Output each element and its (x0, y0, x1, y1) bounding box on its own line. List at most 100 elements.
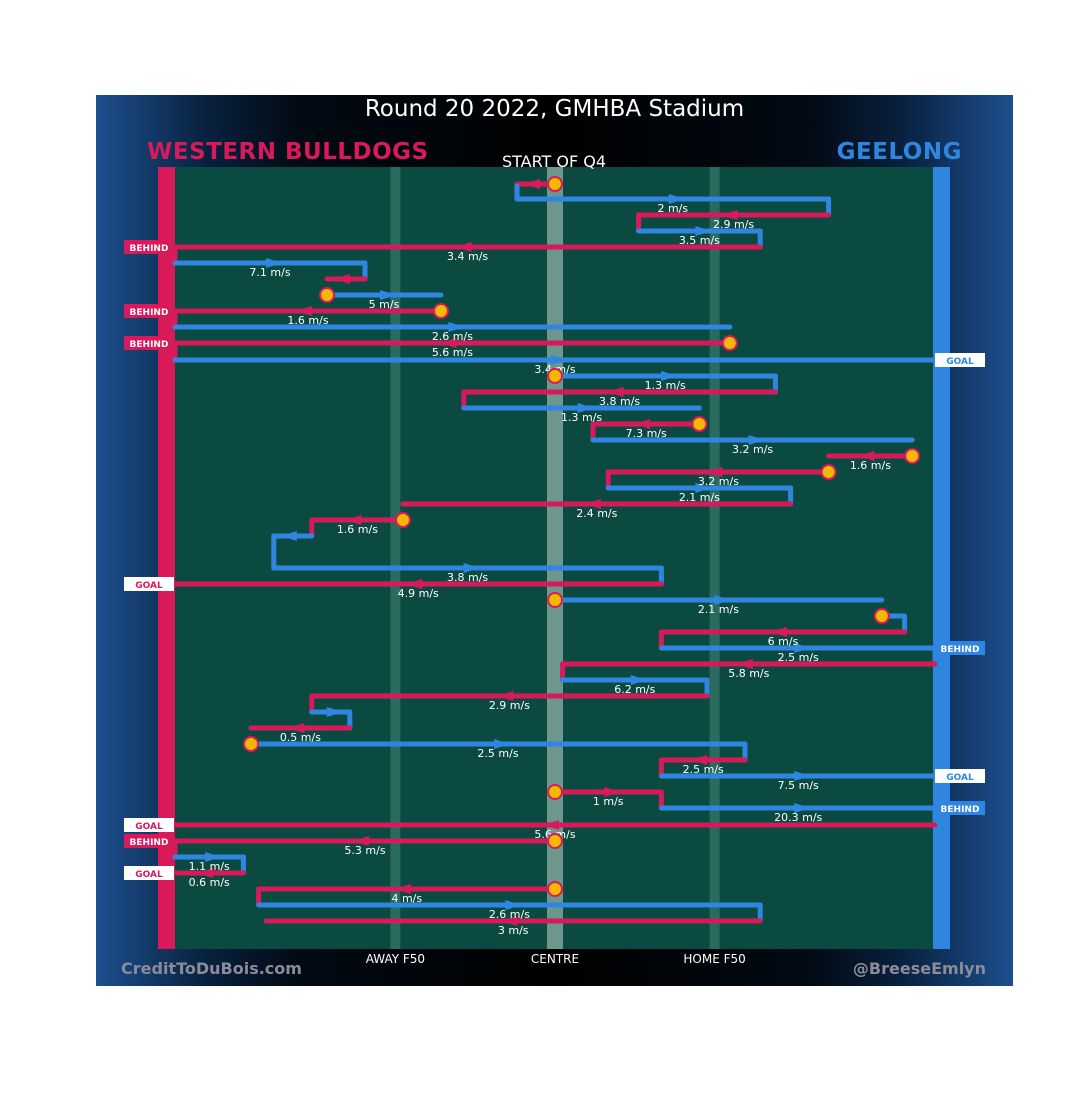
badge-text: BEHIND (130, 244, 169, 254)
chain-arrow (280, 531, 297, 541)
speed-label: 5.8 m/s (728, 667, 769, 680)
speed-label: 5.3 m/s (344, 844, 385, 857)
speed-label: 0.5 m/s (280, 731, 321, 744)
bulldogs-goal-line (158, 167, 175, 949)
field-line-f50 (390, 167, 401, 949)
outcome-badge-behind: BEHIND (124, 240, 174, 254)
chain-arrow (668, 194, 685, 204)
speed-label: 2.1 m/s (698, 603, 739, 616)
badge-text: BEHIND (130, 838, 169, 848)
chain-arrow (394, 884, 411, 894)
ball-icon (547, 784, 563, 800)
chain-arrow (543, 820, 559, 830)
speed-label: 5 m/s (369, 298, 400, 311)
credit-left: CreditToDuBois.com (121, 959, 302, 978)
chain-arrow (634, 419, 651, 429)
chain-arrow (406, 579, 423, 589)
chain-arrow (266, 258, 282, 268)
axis-tick-centre: CENTRE (530, 952, 580, 966)
geelong-goal-line (933, 167, 950, 949)
chain-arrow (296, 306, 312, 316)
badge-text: BEHIND (941, 805, 980, 815)
speed-label: 2 m/s (657, 202, 688, 215)
chain-arrow (494, 739, 510, 749)
outcome-badge-behind: BEHIND (124, 304, 174, 318)
chain-arrow (455, 242, 472, 252)
ball-icon (721, 335, 738, 351)
outcome-badge-goal: GOAL (124, 818, 174, 832)
speed-label: 2.5 m/s (778, 651, 819, 664)
speed-label: 3 m/s (498, 924, 529, 937)
axis-tick-home-f50: HOME F50 (683, 952, 746, 966)
credit-right: @BreeseEmlyn (852, 959, 986, 978)
ball-icon (904, 448, 921, 464)
chain-arrow (691, 755, 708, 765)
speed-label: 2.4 m/s (576, 507, 617, 520)
badge-bg (935, 641, 985, 655)
badge-text: GOAL (135, 822, 163, 832)
speed-label: 2.5 m/s (477, 747, 518, 760)
speed-label: 3.2 m/s (732, 443, 773, 456)
speed-label: 7.5 m/s (778, 779, 819, 792)
badge-text: GOAL (135, 581, 163, 591)
speed-label: 1 m/s (593, 795, 624, 808)
outcome-badge-goal: GOAL (124, 577, 174, 591)
speed-label: 1.3 m/s (645, 379, 686, 392)
speed-label: 6 m/s (768, 635, 799, 648)
speed-label: 2.6 m/s (489, 908, 530, 921)
chain-arrow (288, 723, 305, 733)
chain-arrow (551, 355, 567, 365)
chain-arrow (714, 595, 731, 605)
chain-arrow (736, 659, 753, 669)
chain-arrow (334, 274, 350, 284)
chain-arrow (524, 179, 540, 189)
chain-arrow (584, 499, 601, 509)
chain-arrow (748, 435, 765, 445)
speed-label: 3.5 m/s (679, 234, 720, 247)
team-right-label: GEELONG (836, 139, 962, 165)
chain-arrow (577, 403, 594, 413)
badge-bg (124, 866, 174, 880)
badge-bg (124, 240, 174, 254)
chain-arrow (326, 707, 343, 717)
speed-label: 2.6 m/s (432, 330, 473, 343)
speed-label: 4 m/s (391, 892, 422, 905)
speed-label: 3.4 m/s (447, 250, 488, 263)
speed-label: 3.2 m/s (698, 475, 739, 488)
speed-label: 2.1 m/s (679, 491, 720, 504)
badge-bg (124, 818, 174, 832)
chain-arrow (794, 803, 811, 813)
ball-icon (547, 592, 563, 608)
speed-label: 1.3 m/s (561, 411, 602, 424)
outcome-badge-behind: BEHIND (935, 801, 985, 815)
chain-arrow (721, 210, 738, 220)
speed-label: 2.5 m/s (683, 763, 724, 776)
outcome-badge-goal: GOAL (935, 769, 985, 783)
chain-labels: 2 m/s 2.9 m/s 3.5 m/s 3.4 m/s BEHIND 7.1 m/s 5… (124, 202, 985, 937)
chain-arrow (794, 771, 811, 781)
ball-icon (547, 833, 563, 849)
speed-label: 1.6 m/s (337, 523, 378, 536)
speed-label: 0.6 m/s (189, 876, 230, 889)
ball-icon (319, 287, 335, 303)
chain-arrow (197, 868, 214, 878)
speed-label: 1.6 m/s (850, 459, 891, 472)
chain-arrow (661, 371, 678, 381)
chain-arrow (440, 338, 457, 348)
speed-label: 1.6 m/s (287, 314, 328, 327)
badge-text: BEHIND (130, 340, 169, 350)
badge-bg (124, 304, 174, 318)
speed-label: 3.8 m/s (447, 571, 488, 584)
ball-icon (547, 881, 563, 897)
chain-paths (172, 179, 938, 926)
badge-text: BEHIND (130, 308, 169, 318)
badge-text: BEHIND (941, 645, 980, 655)
badge-bg (124, 336, 174, 350)
ball-icon (820, 464, 837, 480)
outcome-badge-behind: BEHIND (935, 641, 985, 655)
speed-label: 7.3 m/s (626, 427, 667, 440)
speed-label: 2.9 m/s (489, 699, 530, 712)
badge-bg (935, 353, 985, 367)
badge-bg (935, 769, 985, 783)
ball-icon (395, 512, 411, 528)
